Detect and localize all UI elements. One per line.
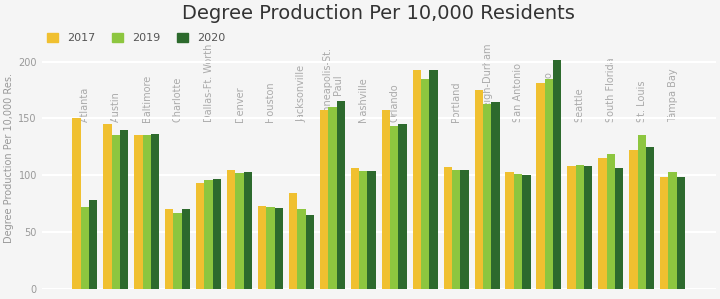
Bar: [536, 83, 545, 289]
Bar: [143, 135, 151, 289]
Bar: [213, 179, 221, 289]
Bar: [474, 90, 483, 289]
Bar: [151, 134, 159, 289]
Bar: [227, 170, 235, 289]
Bar: [382, 110, 390, 289]
Bar: [483, 104, 491, 289]
Bar: [668, 172, 677, 289]
Bar: [390, 126, 398, 289]
Bar: [398, 124, 407, 289]
Bar: [103, 124, 112, 289]
Bar: [81, 207, 89, 289]
Bar: [505, 172, 514, 289]
Bar: [637, 135, 646, 289]
Bar: [120, 130, 128, 289]
Bar: [598, 158, 607, 289]
Bar: [514, 174, 522, 289]
Bar: [289, 193, 297, 289]
Bar: [629, 150, 637, 289]
Bar: [660, 178, 668, 289]
Bar: [328, 107, 336, 289]
Bar: [553, 60, 562, 289]
Bar: [89, 200, 97, 289]
Bar: [576, 165, 584, 289]
Bar: [336, 101, 345, 289]
Bar: [72, 118, 81, 289]
Bar: [522, 175, 531, 289]
Bar: [112, 135, 120, 289]
Bar: [320, 110, 328, 289]
Bar: [258, 206, 266, 289]
Bar: [584, 166, 593, 289]
Bar: [567, 166, 576, 289]
Bar: [545, 79, 553, 289]
Bar: [421, 79, 429, 289]
Y-axis label: Degree Production Per 10,000 Res.: Degree Production Per 10,000 Res.: [4, 73, 14, 243]
Bar: [615, 168, 624, 289]
Bar: [174, 213, 182, 289]
Bar: [182, 209, 190, 289]
Bar: [646, 147, 654, 289]
Bar: [165, 209, 174, 289]
Bar: [274, 208, 283, 289]
Bar: [607, 154, 615, 289]
Bar: [367, 171, 376, 289]
Bar: [351, 168, 359, 289]
Bar: [244, 172, 252, 289]
Bar: [134, 135, 143, 289]
Bar: [297, 209, 305, 289]
Bar: [266, 207, 274, 289]
Bar: [204, 180, 213, 289]
Title: Degree Production Per 10,000 Residents: Degree Production Per 10,000 Residents: [182, 4, 575, 23]
Bar: [235, 173, 244, 289]
Bar: [305, 215, 314, 289]
Bar: [452, 170, 460, 289]
Bar: [677, 178, 685, 289]
Bar: [359, 171, 367, 289]
Bar: [196, 183, 204, 289]
Bar: [491, 103, 500, 289]
Bar: [429, 70, 438, 289]
Bar: [413, 70, 421, 289]
Legend: 2017, 2019, 2020: 2017, 2019, 2020: [48, 33, 225, 43]
Bar: [460, 170, 469, 289]
Bar: [444, 167, 452, 289]
